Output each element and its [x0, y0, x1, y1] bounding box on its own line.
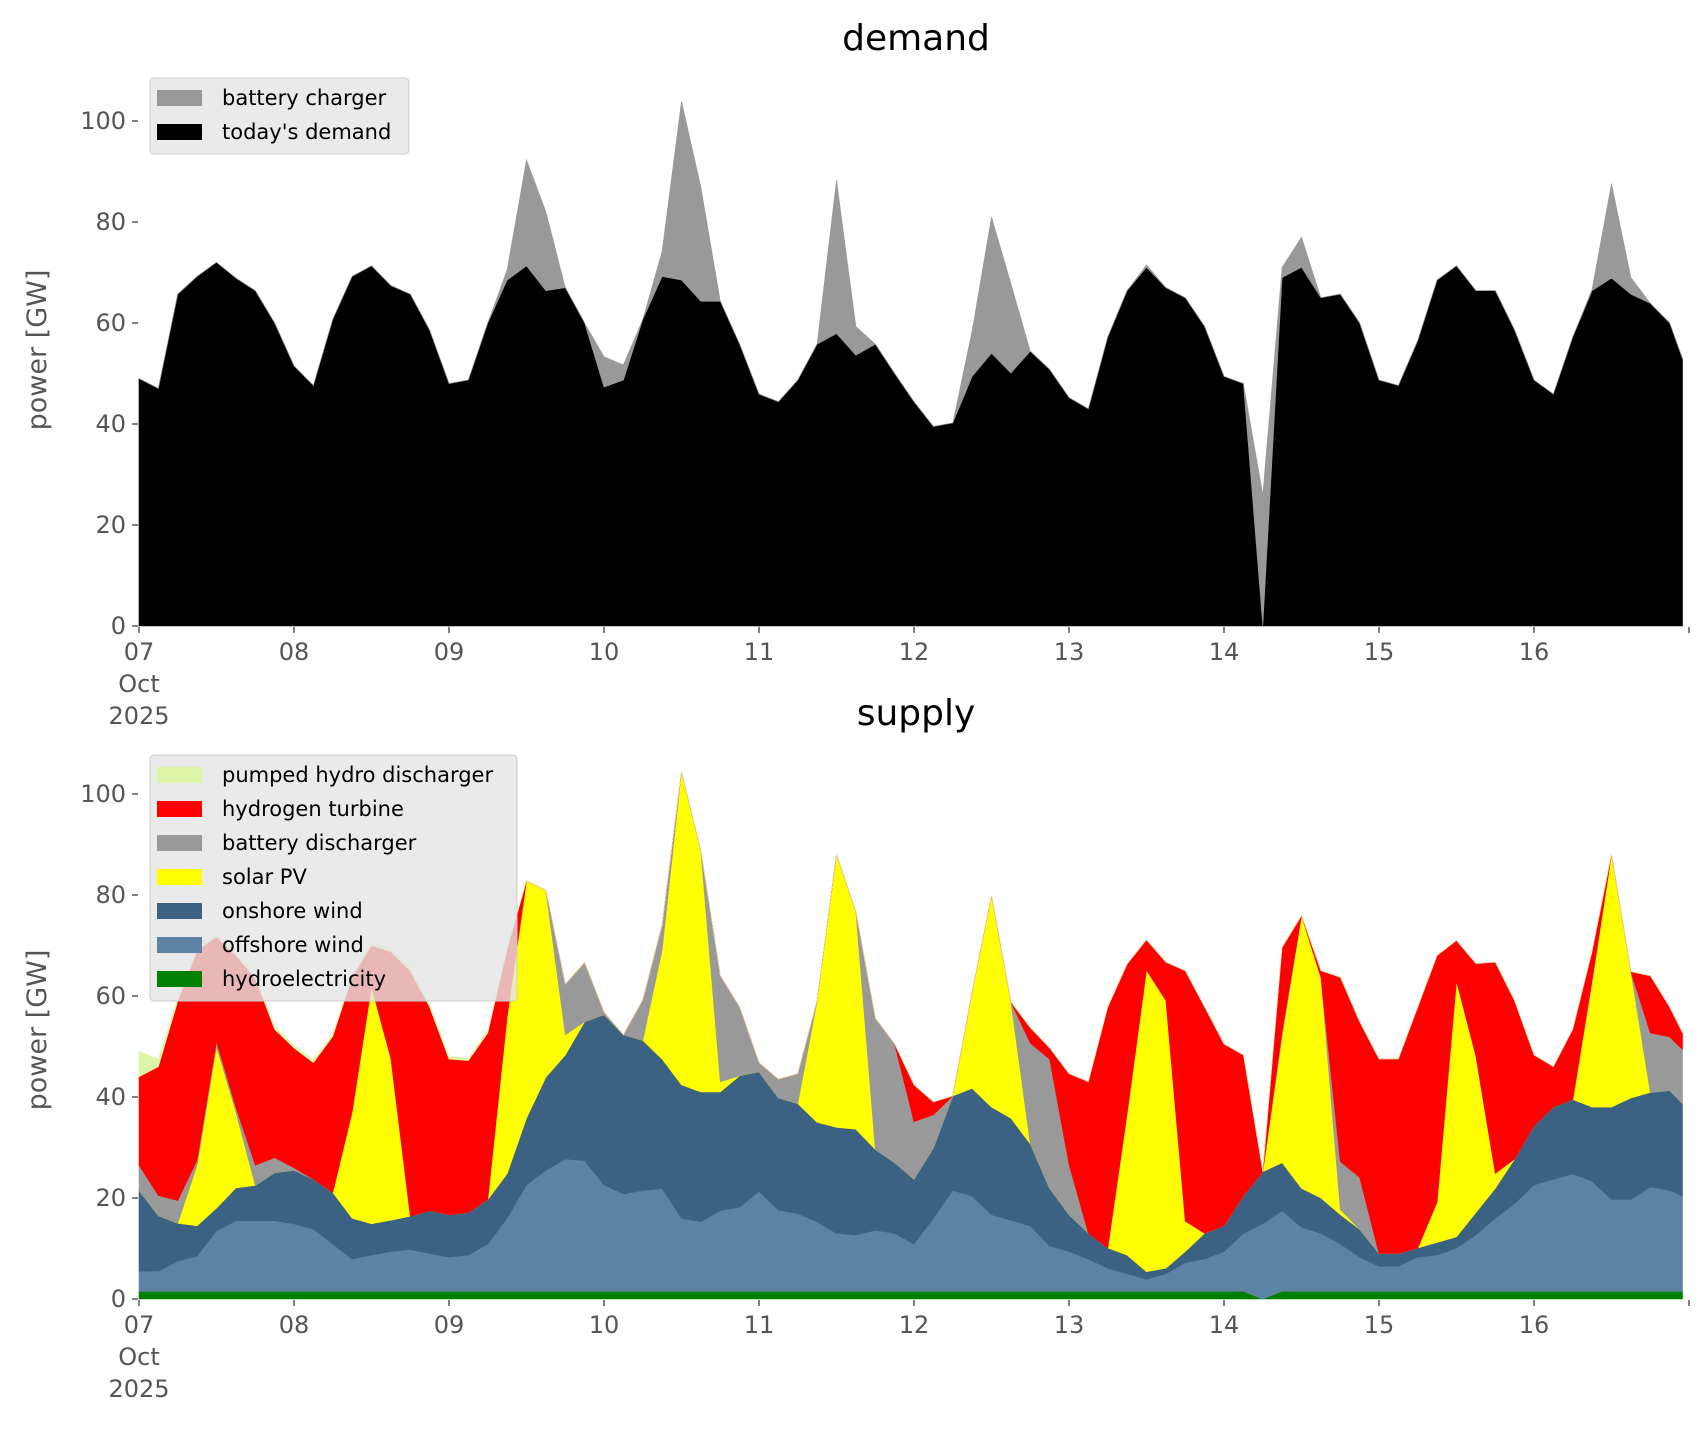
x-tick-label: Oct: [118, 1343, 160, 1371]
legend-label-battery-discharger: battery discharger: [222, 831, 417, 855]
legend-label-onshore-wind: onshore wind: [222, 899, 363, 923]
x-tick-label: 08: [279, 638, 310, 666]
legend-label-today-s-demand: today's demand: [222, 120, 391, 144]
legend-label-hydroelectricity: hydroelectricity: [222, 967, 386, 991]
y-tick-label: 60: [95, 982, 126, 1010]
y-tick-label: 20: [95, 511, 126, 539]
x-tick-label: 07: [124, 638, 155, 666]
y-tick-label: 60: [95, 309, 126, 337]
y-tick-label: 100: [80, 780, 126, 808]
legend-swatch-battery-discharger: [157, 835, 202, 851]
x-tick-label: 10: [589, 638, 620, 666]
supply-areas: [138, 771, 1683, 1300]
x-tick-label: 16: [1519, 638, 1550, 666]
demand-areas: [138, 101, 1683, 627]
y-tick-label: 0: [111, 1285, 126, 1313]
x-tick-label: 11: [744, 638, 775, 666]
x-tick-label: 12: [899, 1311, 930, 1339]
legend-label-battery-charger: battery charger: [222, 86, 387, 110]
legend-swatch-offshore-wind: [157, 937, 202, 953]
x-tick-label: 15: [1364, 638, 1395, 666]
legend-label-solar-pv: solar PV: [222, 865, 307, 889]
y-tick-label: 80: [95, 208, 126, 236]
x-tick-label: 10: [589, 1311, 620, 1339]
x-tick-label: 2025: [108, 702, 169, 730]
demand-legend: battery charger today's demand: [149, 77, 410, 155]
legend-box: [149, 754, 518, 1002]
x-tick-label: 13: [1054, 638, 1085, 666]
x-tick-label: 16: [1519, 1311, 1550, 1339]
legend-label-pumped-hydro-discharger: pumped hydro discharger: [222, 763, 493, 787]
x-tick-label: 2025: [108, 1375, 169, 1403]
area-hydroelectricity: [138, 1291, 1683, 1300]
legend-swatch-hydrogen-turbine: [157, 801, 202, 817]
legend-swatch-pumped-hydro-discharger: [157, 767, 202, 783]
x-tick-label: 15: [1364, 1311, 1395, 1339]
x-tick-label: 12: [899, 638, 930, 666]
x-tick-label: 09: [434, 1311, 465, 1339]
demand-axes: demand power [GW] 02040608010007Oct20250…: [22, 18, 1690, 730]
legend-swatch-hydroelectricity: [157, 971, 202, 987]
legend-box: [149, 77, 410, 155]
demand-ticks: 0 20 40 60 80 100 07 Oct 2025 08 09 10 11 12 13 14 15 16: [80, 107, 1690, 730]
supply-legend: pumped hydro discharger hydrogen turbine b…: [149, 754, 518, 1002]
legend-swatch-battery-charger: [157, 90, 202, 106]
x-tick-label: 11: [744, 1311, 775, 1339]
legend-label-hydrogen-turbine: hydrogen turbine: [222, 797, 404, 821]
legend-label-offshore-wind: offshore wind: [222, 933, 364, 957]
x-tick-label: 13: [1054, 1311, 1085, 1339]
x-tick-label: 14: [1209, 638, 1240, 666]
area-pumped-hydro-discharger: [138, 771, 1683, 1172]
supply-title: supply: [857, 693, 976, 734]
y-tick-label: 20: [95, 1184, 126, 1212]
y-tick-label: 100: [80, 107, 126, 135]
x-tick-label: 09: [434, 638, 465, 666]
supply-y-axis-label: power [GW]: [22, 950, 53, 1111]
legend-swatch-solar-pv: [157, 869, 202, 885]
x-tick-label: 08: [279, 1311, 310, 1339]
y-tick-label: 40: [95, 1083, 126, 1111]
supply-ticks: 0 20 40 60 80 100 07 Oct 2025 08 09 10 11 12 13 14 15 16: [80, 780, 1690, 1403]
x-tick-label: Oct: [118, 670, 160, 698]
legend-swatch-today-s-demand: [157, 124, 202, 140]
demand-title: demand: [842, 18, 990, 59]
y-tick-label: 80: [95, 881, 126, 909]
demand-y-axis-label: power [GW]: [22, 270, 53, 431]
y-tick-label: 0: [111, 612, 126, 640]
y-tick-label: 40: [95, 410, 126, 438]
area-today-s-demand: [138, 262, 1683, 627]
supply-axes: supply power [GW] 02040608010007Oct20250…: [22, 693, 1690, 1403]
x-tick-label: 14: [1209, 1311, 1240, 1339]
legend-swatch-onshore-wind: [157, 903, 202, 919]
x-tick-label: 07: [124, 1311, 155, 1339]
area-battery-charger: [138, 101, 1683, 627]
